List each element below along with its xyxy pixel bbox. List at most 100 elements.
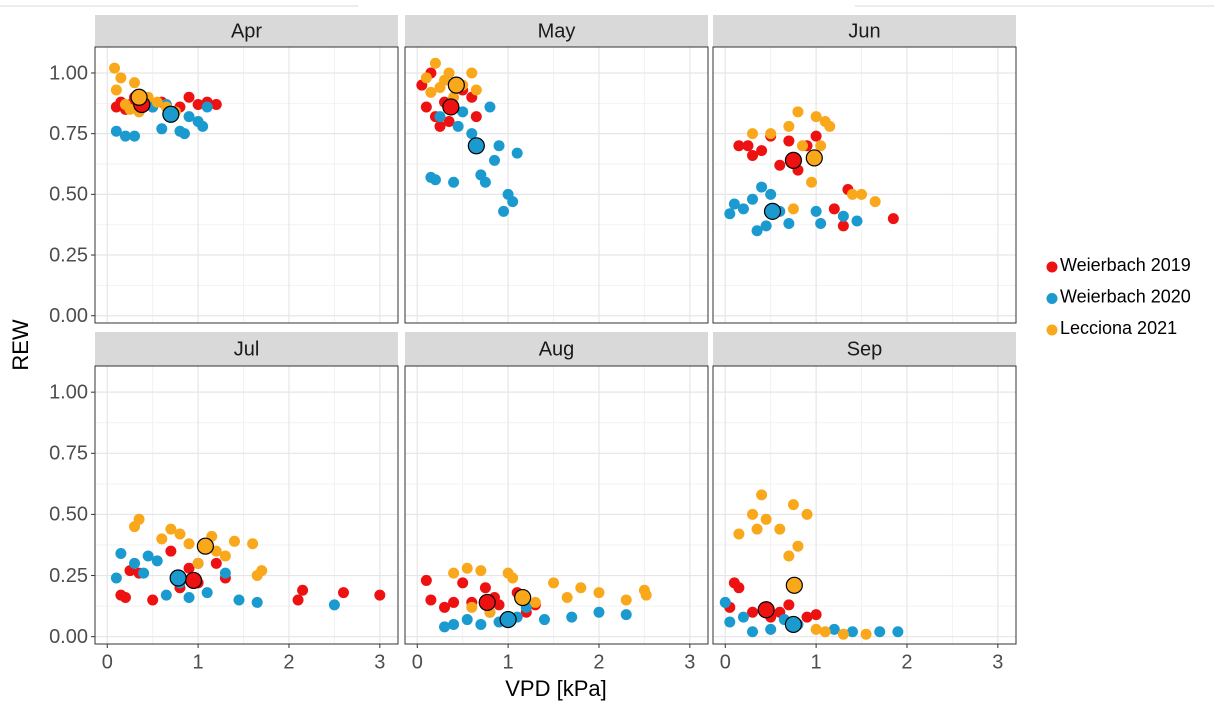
point bbox=[815, 217, 827, 229]
series-points: Lecciona 2021 bbox=[129, 513, 268, 582]
point bbox=[856, 188, 868, 200]
point bbox=[719, 596, 731, 608]
facet-title: May bbox=[538, 20, 576, 42]
point bbox=[425, 86, 437, 98]
legend-label: Weierbach 2019 bbox=[1060, 255, 1191, 275]
point bbox=[774, 523, 786, 535]
point bbox=[448, 176, 460, 188]
point bbox=[247, 538, 259, 550]
point bbox=[448, 596, 460, 608]
point bbox=[110, 572, 122, 584]
point bbox=[737, 611, 749, 623]
panel-background bbox=[713, 366, 1016, 644]
facet-title: Jul bbox=[234, 338, 260, 360]
point bbox=[147, 594, 159, 606]
point bbox=[420, 72, 432, 84]
point bbox=[792, 106, 804, 118]
series-points: Weierbach 2020 bbox=[425, 101, 523, 217]
point bbox=[733, 140, 745, 152]
point bbox=[461, 562, 473, 574]
point bbox=[561, 592, 573, 604]
panel-border bbox=[712, 365, 1017, 645]
point bbox=[728, 198, 740, 210]
point bbox=[201, 101, 213, 113]
series-points: Lecciona 2021 bbox=[733, 489, 872, 640]
facet-strip bbox=[405, 332, 708, 366]
point bbox=[733, 528, 745, 540]
point bbox=[796, 140, 808, 152]
point bbox=[115, 72, 127, 84]
point bbox=[887, 213, 899, 225]
point bbox=[425, 594, 437, 606]
point bbox=[192, 557, 204, 569]
point bbox=[765, 623, 777, 635]
facet-title: Apr bbox=[231, 20, 262, 42]
x-tick-label: 1 bbox=[193, 651, 204, 673]
point bbox=[765, 128, 777, 140]
point bbox=[183, 111, 195, 123]
point bbox=[751, 225, 763, 237]
point bbox=[219, 550, 231, 562]
point bbox=[760, 220, 772, 232]
point bbox=[869, 196, 881, 208]
point bbox=[457, 106, 469, 118]
point bbox=[783, 599, 795, 611]
point bbox=[620, 609, 632, 621]
x-tick-label: 3 bbox=[374, 651, 385, 673]
point bbox=[484, 101, 496, 113]
point bbox=[760, 513, 772, 525]
point bbox=[737, 203, 749, 215]
point bbox=[783, 120, 795, 132]
point bbox=[443, 67, 455, 79]
point bbox=[466, 128, 478, 140]
point bbox=[837, 220, 849, 232]
y-tick-label: 0.25 bbox=[49, 565, 88, 587]
point bbox=[165, 523, 177, 535]
point bbox=[747, 150, 759, 162]
point bbox=[783, 217, 795, 229]
mean-point bbox=[162, 105, 180, 123]
point bbox=[733, 582, 745, 594]
legend-swatch bbox=[1046, 261, 1058, 273]
point bbox=[810, 205, 822, 217]
point bbox=[233, 594, 245, 606]
point bbox=[801, 611, 813, 623]
point bbox=[183, 592, 195, 604]
point bbox=[488, 154, 500, 166]
point bbox=[774, 159, 786, 171]
point bbox=[548, 577, 560, 589]
point bbox=[874, 626, 886, 638]
mean-point bbox=[184, 571, 203, 590]
point bbox=[493, 599, 505, 611]
mean-point bbox=[514, 588, 532, 607]
point bbox=[851, 215, 863, 227]
point bbox=[756, 489, 768, 501]
point bbox=[420, 101, 432, 113]
y-tick-label: 0.75 bbox=[49, 123, 88, 145]
point bbox=[475, 565, 487, 577]
point bbox=[810, 111, 822, 123]
point bbox=[892, 626, 904, 638]
point bbox=[328, 599, 340, 611]
point bbox=[129, 77, 141, 89]
point bbox=[507, 196, 519, 208]
facet-strip bbox=[95, 15, 398, 47]
point bbox=[178, 128, 190, 140]
point bbox=[219, 567, 231, 579]
point bbox=[165, 545, 177, 557]
point bbox=[457, 577, 469, 589]
mean-point bbox=[785, 576, 803, 594]
x-tick-label: 2 bbox=[283, 651, 294, 673]
y-tick-label: 0.25 bbox=[49, 244, 88, 266]
point bbox=[174, 528, 186, 540]
panel-border bbox=[712, 46, 1017, 324]
point bbox=[434, 120, 446, 132]
legend-label: Weierbach 2020 bbox=[1060, 286, 1191, 306]
x-tick-label: 0 bbox=[102, 651, 113, 673]
facet-title: Sep bbox=[847, 338, 883, 360]
point bbox=[119, 592, 131, 604]
point bbox=[115, 548, 127, 560]
x-tick-label: 2 bbox=[901, 651, 912, 673]
point bbox=[575, 582, 587, 594]
